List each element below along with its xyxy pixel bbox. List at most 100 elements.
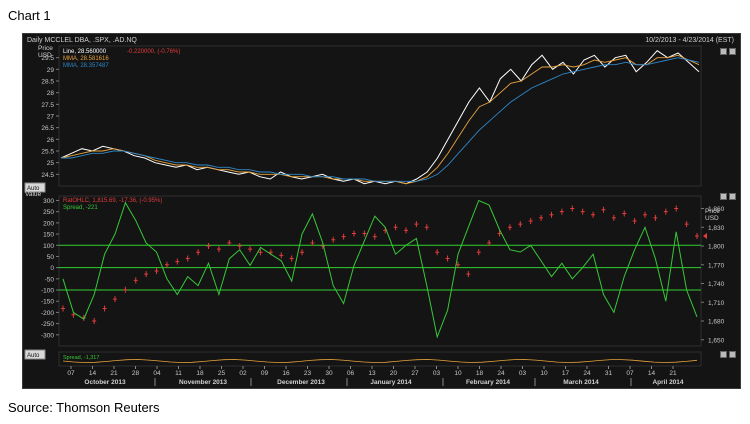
date-range: 10/2/2013 - 4/23/2014 (EST) [645, 37, 734, 44]
close-icon[interactable] [729, 193, 736, 200]
bottom-right-tick-label: 1,770 [708, 262, 725, 269]
x-tick-label: 07 [67, 370, 75, 377]
bottom-right-tick-label: 1,800 [708, 244, 725, 251]
x-tick-label: 10 [454, 370, 462, 377]
x-month-label: March 2014 [563, 379, 599, 386]
bottom-left-tick-label: 300 [43, 198, 54, 205]
top-y-tick-label: 27 [47, 114, 55, 121]
x-tick-label: 28 [132, 370, 140, 377]
x-tick-label: 02 [239, 370, 247, 377]
x-month-label: February 2014 [466, 379, 510, 386]
close-icon[interactable] [729, 48, 736, 55]
indicator-strip-label: Spread, -1,317 [63, 355, 99, 361]
bottom-left-axis-label: Value [25, 191, 42, 198]
top-legend-entry: MMA, 28.581616 [63, 56, 109, 62]
bottom-right-tick-label: 1,650 [708, 337, 725, 344]
x-tick-label: 13 [368, 370, 376, 377]
x-tick-label: 27 [411, 370, 419, 377]
figure-caption: Chart 1 [8, 8, 51, 23]
bottom-left-tick-label: -250 [41, 321, 54, 328]
x-tick-label: 14 [89, 370, 97, 377]
maximize-icon[interactable] [720, 351, 727, 358]
bottom-left-tick-label: -50 [45, 276, 55, 283]
x-tick-label: 24 [583, 370, 591, 377]
top-y-axis-label: Price [38, 45, 53, 52]
bottom-right-tick-label: 1,860 [708, 206, 725, 213]
spread-series-line [62, 199, 698, 339]
bottom-right-axis-label: Price [705, 208, 720, 215]
bottom-left-tick-label: 250 [43, 209, 54, 216]
x-month-label: October 2013 [84, 379, 126, 386]
top-y-tick-label: 26 [47, 137, 55, 144]
top-y-tick-label: 29 [47, 67, 55, 74]
maximize-icon[interactable] [720, 193, 727, 200]
bottom-left-tick-label: 50 [47, 254, 55, 261]
chart-title: Daily MCCLEL DBA, .SPX, .AD.NQ [27, 37, 137, 44]
x-tick-label: 04 [153, 370, 161, 377]
x-month-label: November 2013 [179, 379, 227, 386]
bottom-plot-frame [58, 195, 702, 347]
x-tick-label: 20 [390, 370, 398, 377]
indicator-strip-line [62, 359, 698, 363]
chart-canvas: PriceUSD24.52525.52626.52727.52828.52929… [24, 45, 725, 386]
x-tick-label: 09 [261, 370, 269, 377]
x-month-label: December 2013 [277, 379, 325, 386]
x-tick-label: 30 [325, 370, 333, 377]
close-icon[interactable] [729, 351, 736, 358]
bottom-left-tick-label: 150 [43, 232, 54, 239]
x-tick-label: 16 [282, 370, 290, 377]
top-y-tick-label: 28 [47, 90, 55, 97]
x-tick-label: 24 [497, 370, 505, 377]
source-note: Source: Thomson Reuters [8, 400, 160, 415]
bottom-auto-button [24, 349, 46, 360]
bottom-legend-entry: Spread, -221 [63, 205, 98, 211]
bottom-left-tick-label: 0 [50, 265, 54, 272]
x-tick-label: 23 [304, 370, 312, 377]
bottom-right-tick-label: 1,710 [708, 300, 725, 307]
x-tick-label: 18 [196, 370, 204, 377]
bottom-right-tick-label: 1,740 [708, 281, 725, 288]
bottom-right-tick-label: 1,830 [708, 225, 725, 232]
bottom-left-tick-label: 100 [43, 243, 54, 250]
top-y-tick-label: 29.5 [41, 55, 54, 62]
x-tick-label: 10 [540, 370, 548, 377]
top-legend-entry: MMA, 28.357487 [63, 63, 109, 69]
top-auto-label: Auto [27, 186, 40, 192]
bottom-legend-entry: RatOHLC, 1,815.69, -17.36, (-0.95%) [63, 198, 162, 204]
x-month-label: April 2014 [652, 379, 683, 386]
x-tick-label: 25 [218, 370, 226, 377]
x-tick-label: 21 [669, 370, 677, 377]
top-legend-change: -0.220000, (-0.76%) [127, 49, 180, 55]
top-y-tick-label: 24.5 [41, 172, 54, 179]
x-tick-label: 17 [562, 370, 570, 377]
chart-panel: Price USD 24.5 25 25.5 26 26.5 27 27.5 28 28.5 29 29… [22, 33, 741, 389]
indicator-strip-frame [58, 351, 702, 367]
bottom-auto-label: Auto [27, 353, 40, 359]
x-tick-label: 03 [519, 370, 527, 377]
top-y-tick-label: 25 [47, 160, 55, 167]
x-tick-label: 11 [175, 370, 182, 377]
maximize-icon[interactable] [720, 48, 727, 55]
top-series-line-2 [61, 57, 700, 182]
bottom-left-tick-label: -150 [41, 299, 54, 306]
top-y-axis-unit: USD [38, 52, 52, 59]
x-tick-label: 07 [626, 370, 634, 377]
x-tick-label: 03 [433, 370, 441, 377]
top-y-tick-label: 27.5 [41, 102, 54, 109]
x-tick-label: 21 [110, 370, 118, 377]
top-auto-button [24, 182, 46, 193]
x-tick-label: 31 [605, 370, 613, 377]
bottom-left-tick-label: -300 [41, 332, 54, 339]
top-legend-entry: Line, 28.560000 [63, 49, 107, 55]
bottom-right-tick-label: 1,680 [708, 319, 725, 326]
top-series-line-0 [60, 50, 700, 185]
x-tick-label: 06 [347, 370, 355, 377]
x-tick-label: 14 [648, 370, 656, 377]
bottom-left-tick-label: -100 [41, 288, 54, 295]
top-y-tick-label: 25.5 [41, 149, 54, 156]
bottom-left-tick-label: -200 [41, 310, 54, 317]
x-tick-label: 18 [476, 370, 484, 377]
bottom-left-tick-label: 200 [43, 220, 54, 227]
bottom-right-axis-unit: USD [705, 215, 719, 222]
x-month-label: January 2014 [370, 379, 412, 386]
